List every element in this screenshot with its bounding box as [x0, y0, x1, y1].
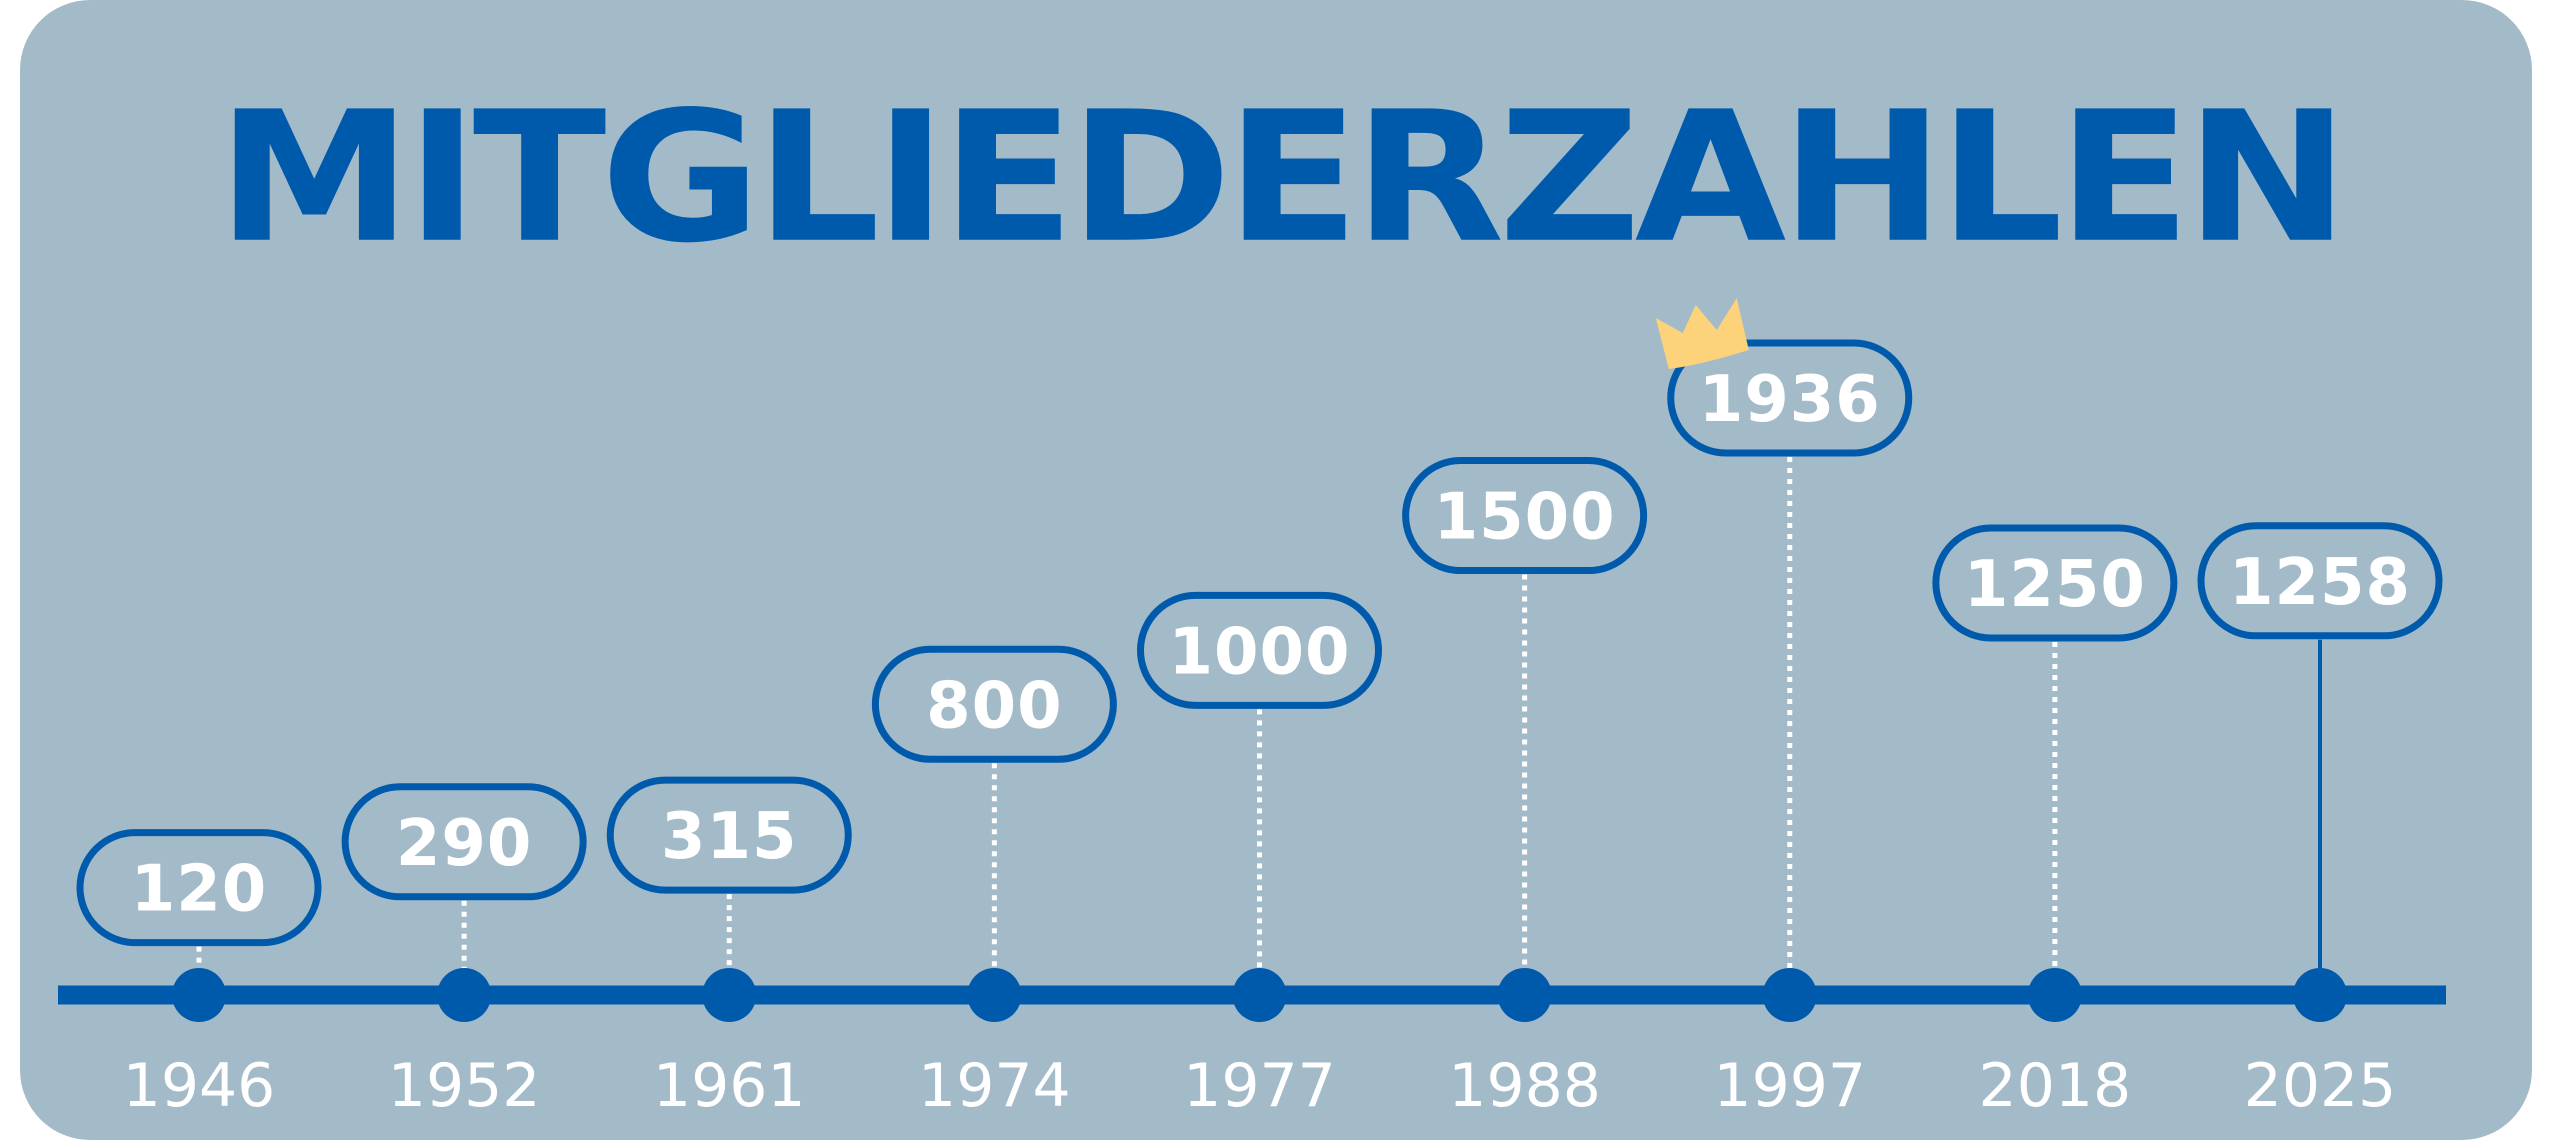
value-bubble: [1402, 457, 1648, 575]
value-label: 120: [131, 853, 268, 927]
value-label: 800: [926, 669, 1063, 743]
year-label: 1988: [1448, 1051, 1601, 1121]
year-label: 1952: [388, 1051, 541, 1121]
timeline-point: [172, 968, 226, 1022]
value-label: 1258: [2229, 546, 2411, 620]
page-title: MITGLIEDERZAHLEN: [216, 73, 2349, 284]
value-bubble: [76, 829, 322, 947]
crown-icon: [1655, 298, 1749, 369]
value-label: 1936: [1699, 363, 1881, 437]
timeline-point: [2293, 968, 2347, 1022]
chart-marks: 120 1946 290 1952 315 1961 800 1974 1000 1977 1500…: [76, 298, 2443, 1121]
value-bubble: [606, 776, 852, 894]
value-bubble: [341, 783, 587, 901]
value-label: 1000: [1168, 615, 1350, 689]
year-label: 1946: [123, 1051, 276, 1121]
year-label: 2018: [1979, 1051, 2132, 1121]
year-label: 1961: [653, 1051, 806, 1121]
value-label: 1250: [1964, 548, 2146, 622]
year-label: 1997: [1713, 1051, 1866, 1121]
background-card: [20, 0, 2532, 1140]
timeline-point: [1762, 968, 1817, 1022]
year-label: 1977: [1183, 1051, 1336, 1121]
value-label: 290: [396, 807, 533, 881]
value-label: 1500: [1434, 481, 1616, 555]
timeline-point: [1232, 968, 1287, 1022]
timeline-point: [437, 968, 492, 1022]
value-bubble: [1667, 339, 1913, 457]
timeline-point: [702, 968, 757, 1022]
timeline-point: [2027, 968, 2082, 1022]
year-label: 1974: [918, 1051, 1071, 1121]
value-bubble: [1932, 524, 2178, 642]
value-bubble: [871, 645, 1117, 763]
value-bubble: [2197, 522, 2443, 640]
year-label: 2025: [2244, 1051, 2397, 1121]
timeline-point: [1497, 968, 1552, 1022]
value-bubble: [1137, 591, 1382, 709]
value-label: 315: [661, 800, 798, 874]
timeline-point: [967, 968, 1022, 1022]
